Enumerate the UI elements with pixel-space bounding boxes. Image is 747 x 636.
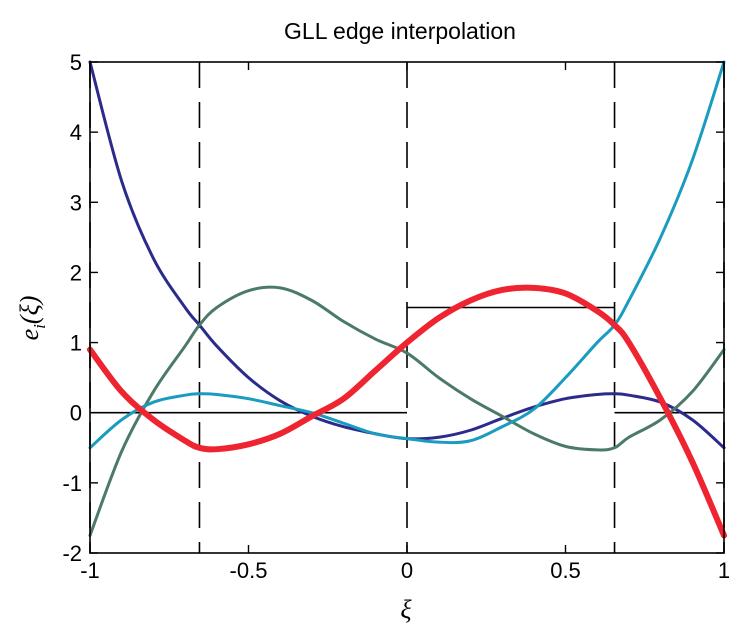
y-tick-label-3: 1 xyxy=(70,331,82,356)
y-tick-label-4: 2 xyxy=(70,260,82,285)
series-lines xyxy=(87,60,727,539)
series-line-1 xyxy=(88,285,726,537)
y-tick-labels: -2 -1 0 1 2 3 4 5 xyxy=(62,50,82,566)
x-tick-label-1: -0.5 xyxy=(230,558,268,583)
chart-title: GLL edge interpolation xyxy=(284,18,516,44)
x-tick-label-3: 0.5 xyxy=(550,558,581,583)
y-tick-label-7: 5 xyxy=(70,50,82,75)
x-tick-labels: -1 -0.5 0 0.5 1 xyxy=(80,558,730,583)
x-tick-label-4: 1 xyxy=(718,558,730,583)
y-tick-label-6: 4 xyxy=(70,120,82,145)
y-axis-label: ei(ξ) xyxy=(15,296,49,341)
y-tick-label-1: -1 xyxy=(62,471,82,496)
axis-ticks xyxy=(89,61,725,554)
x-tick-label-0: -1 xyxy=(80,558,100,583)
y-axis-label-argument: (ξ) xyxy=(15,296,44,324)
y-tick-label-0: -2 xyxy=(62,541,82,566)
plot-area xyxy=(87,60,727,553)
x-tick-label-2: 0 xyxy=(401,558,413,583)
series-line-3 xyxy=(87,284,727,539)
y-tick-label-5: 3 xyxy=(70,190,82,215)
y-tick-label-2: 0 xyxy=(70,401,82,426)
y-axis-label-main: e xyxy=(15,329,44,341)
x-axis-label: ξ xyxy=(400,595,412,624)
y-axis-label-subscript: i xyxy=(30,324,49,329)
series-line-2 xyxy=(88,60,726,450)
